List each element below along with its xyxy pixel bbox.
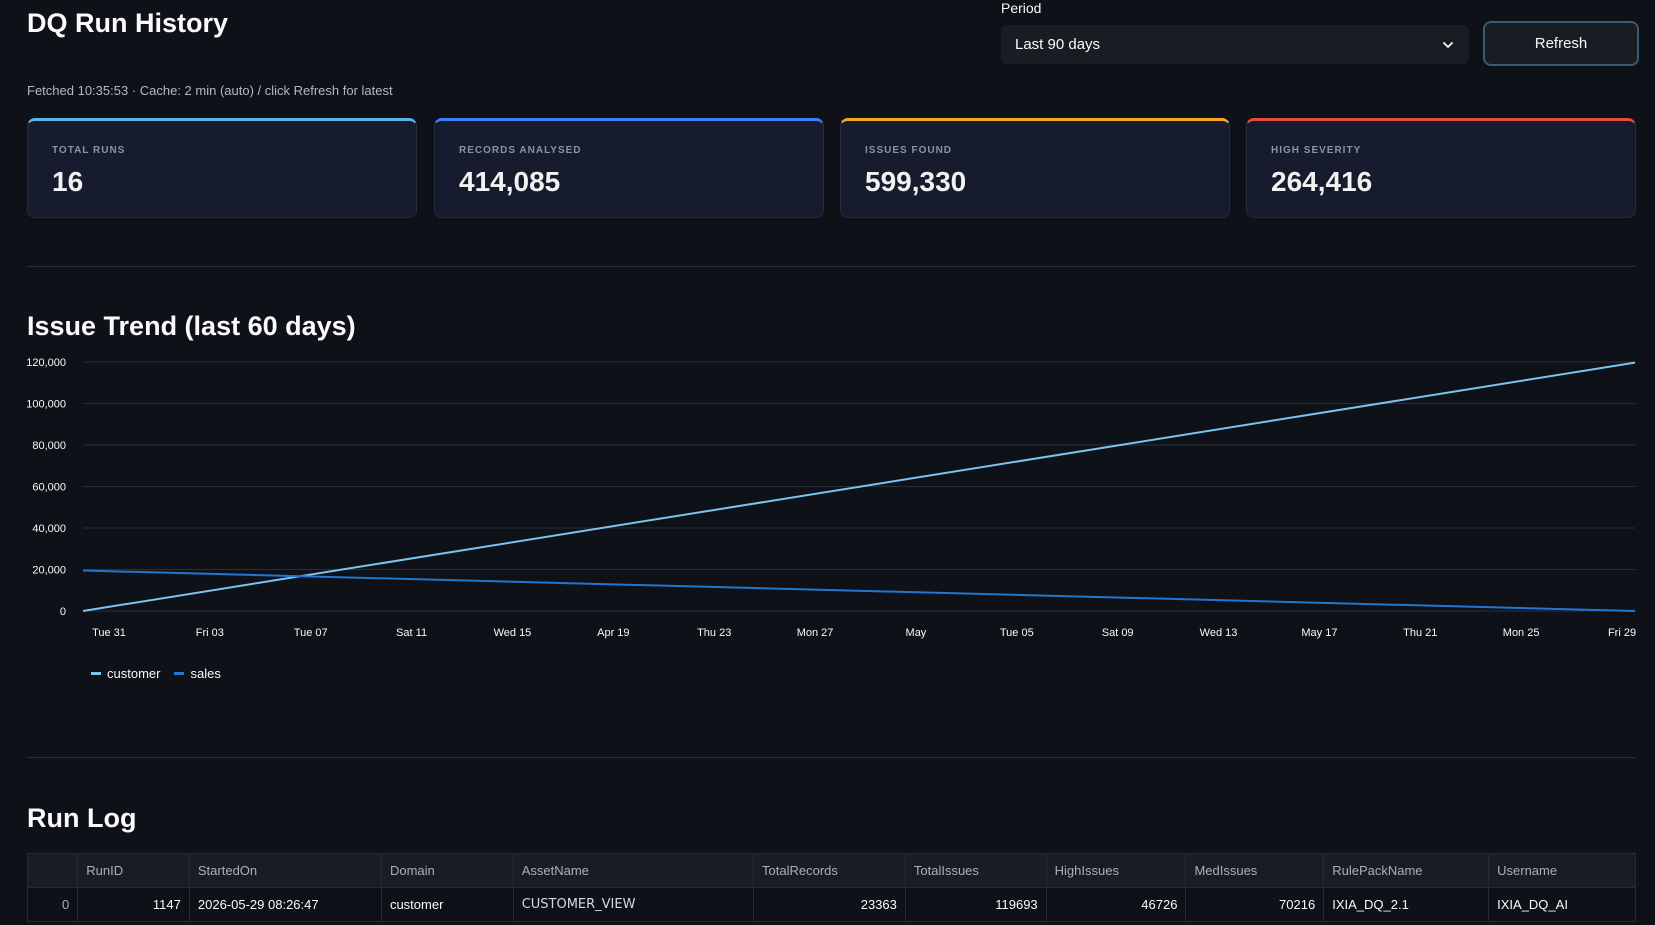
chevron-down-icon [1441,38,1455,52]
column-header[interactable]: RunID [77,853,190,888]
x-tick-label: Wed 13 [1200,627,1238,639]
x-tick-label: Thu 23 [697,627,731,639]
x-tick-label: Thu 21 [1403,627,1437,639]
x-tick-label: Tue 31 [92,627,126,639]
period-label: Period [1001,0,1042,16]
x-tick-label: Fri 29 [1608,627,1636,639]
divider [27,757,1636,758]
divider [27,266,1636,267]
legend-label: customer [107,666,161,681]
x-tick-label: Wed 15 [494,627,532,639]
x-tick-label: Mon 27 [797,627,834,639]
y-tick-label: 40,000 [32,523,66,535]
run-log-title: Run Log [27,803,137,833]
table-header-row: RunID StartedOn Domain AssetName TotalRecord… [26,853,1636,888]
table-cell: 119693 [904,887,1047,922]
legend-label: sales [190,666,221,681]
table-cell: 46726 [1045,887,1187,922]
y-tick-label: 80,000 [32,440,66,452]
kpi-value: 414,085 [459,166,561,197]
column-header[interactable]: StartedOn [188,853,382,888]
table-cell: CUSTOMER_VIEW [512,887,755,922]
legend-swatch [174,672,185,675]
run-log-table: RunID StartedOn Domain AssetName TotalRecord… [26,853,1636,922]
kpi-value: 264,416 [1271,166,1373,197]
x-tick-label: Tue 07 [294,627,328,639]
table-row[interactable]: 0 1147 2026-05-29 08:26:47 customer CUSTOMER… [26,887,1636,922]
table-cell: 2026-05-29 08:26:47 [188,887,382,922]
column-header[interactable]: TotalIssues [904,853,1047,888]
chart-legend: customer sales [91,666,221,681]
kpi-value: 599,330 [865,166,967,197]
kpi-label: ISSUES FOUND [865,145,953,156]
fetched-note: Fetched 10:35:53 · Cache: 2 min (auto) /… [27,83,393,98]
kpi-card-records-analysed: RECORDS ANALYSED 414,085 [434,118,824,218]
kpi-label: HIGH SEVERITY [1271,145,1362,156]
x-tick-label: May 17 [1301,627,1337,639]
table-cell: 1147 [77,887,190,922]
issue-trend-chart: 0 20,000 40,000 60,000 80,000 100,000 120,000 T… [26,357,1636,639]
column-header[interactable]: AssetName [512,853,755,888]
column-header[interactable]: MedIssues [1185,853,1325,888]
refresh-button[interactable]: Refresh [1483,21,1639,66]
kpi-value: 16 [52,166,84,197]
x-tick-label: Fri 03 [196,627,224,639]
x-tick-label: Sat 11 [396,627,427,639]
x-tick-label: Apr 19 [597,627,629,639]
series-line-sales [82,569,1636,612]
table-cell: IXIA_DQ_AI [1488,887,1636,922]
x-tick-label: Mon 25 [1503,627,1540,639]
series-line-customer [82,361,1636,612]
y-tick-label: 100,000 [26,399,66,411]
x-tick-label: Sat 09 [1102,627,1134,639]
column-header[interactable]: Username [1488,853,1636,888]
page-title: DQ Run History [27,8,229,38]
y-tick-label: 120,000 [26,357,66,369]
kpi-card-total-runs: TOTAL RUNS 16 [27,118,417,218]
legend-swatch [91,672,101,675]
y-tick-label: 20,000 [32,565,66,577]
x-tick-label: May [906,627,927,639]
kpi-label: RECORDS ANALYSED [459,145,582,156]
legend-item-customer[interactable]: customer [91,666,160,681]
column-header[interactable]: TotalRecords [753,853,906,888]
x-tick-label: Tue 05 [1000,627,1034,639]
legend-item-sales[interactable]: sales [174,666,221,681]
kpi-card-issues-found: ISSUES FOUND 599,330 [840,118,1230,218]
table-cell: 70216 [1185,887,1325,922]
period-selected-value: Last 90 days [1015,36,1101,53]
trend-title: Issue Trend (last 60 days) [27,311,356,341]
table-cell: 0 [26,887,79,922]
column-header[interactable]: Domain [380,853,514,888]
period-select[interactable]: Last 90 days [1001,25,1469,64]
column-header[interactable]: RulePackName [1323,853,1490,888]
table-cell: IXIA_DQ_2.1 [1323,887,1490,922]
y-tick-label: 0 [60,606,66,618]
kpi-label: TOTAL RUNS [52,145,126,156]
table-cell: customer [380,887,514,922]
y-tick-label: 60,000 [32,482,66,494]
kpi-card-high-severity: HIGH SEVERITY 264,416 [1246,118,1636,218]
column-header[interactable]: HighIssues [1045,853,1187,888]
table-cell: 23363 [753,887,906,922]
column-header[interactable] [26,853,79,888]
